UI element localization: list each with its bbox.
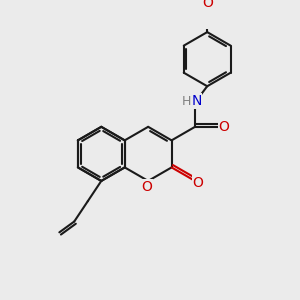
Text: O: O bbox=[193, 176, 203, 190]
Text: O: O bbox=[202, 0, 213, 10]
Text: N: N bbox=[191, 94, 202, 108]
Text: H: H bbox=[182, 94, 192, 108]
Text: O: O bbox=[218, 120, 230, 134]
Text: O: O bbox=[141, 180, 152, 194]
